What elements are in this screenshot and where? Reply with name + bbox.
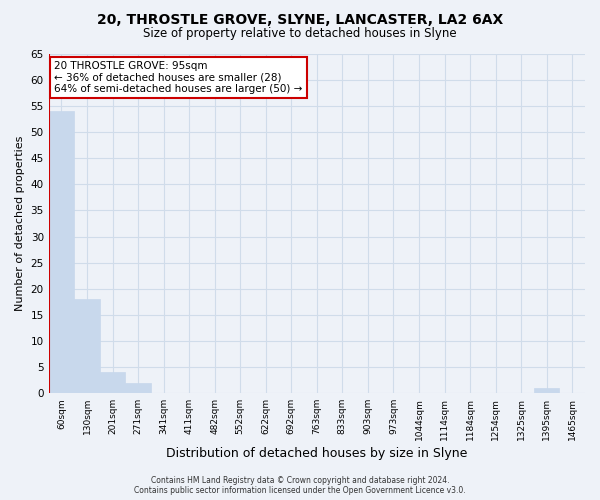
Bar	[100, 372, 125, 393]
Text: Size of property relative to detached houses in Slyne: Size of property relative to detached ho…	[143, 28, 457, 40]
Bar	[49, 112, 74, 393]
Text: 20 THROSTLE GROVE: 95sqm
← 36% of detached houses are smaller (28)
64% of semi-d: 20 THROSTLE GROVE: 95sqm ← 36% of detach…	[54, 61, 302, 94]
Bar	[125, 382, 151, 393]
X-axis label: Distribution of detached houses by size in Slyne: Distribution of detached houses by size …	[166, 447, 467, 460]
Bar	[534, 388, 559, 393]
Bar	[74, 299, 100, 393]
Text: Contains HM Land Registry data © Crown copyright and database right 2024.
Contai: Contains HM Land Registry data © Crown c…	[134, 476, 466, 495]
Y-axis label: Number of detached properties: Number of detached properties	[15, 136, 25, 311]
Text: 20, THROSTLE GROVE, SLYNE, LANCASTER, LA2 6AX: 20, THROSTLE GROVE, SLYNE, LANCASTER, LA…	[97, 12, 503, 26]
